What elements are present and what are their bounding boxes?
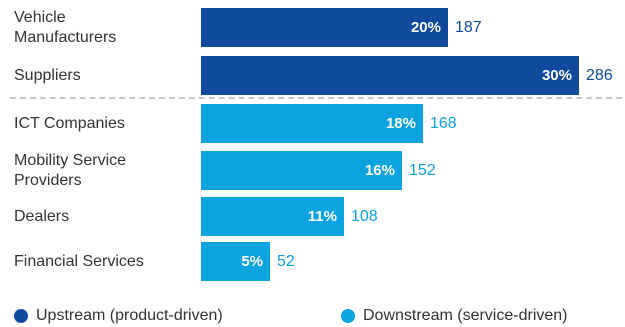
percent-label: 30%	[541, 67, 572, 84]
bar	[201, 151, 402, 190]
group-divider	[10, 97, 622, 99]
percent-label: 18%	[385, 115, 416, 132]
bar	[201, 104, 423, 143]
category-label: Dealers	[14, 207, 70, 225]
bar	[201, 242, 270, 281]
category-label: Suppliers	[14, 66, 81, 84]
percent-label: 11%	[307, 208, 337, 225]
bar	[201, 56, 579, 95]
bar	[201, 8, 448, 47]
value-label: 168	[430, 115, 457, 132]
percent-label: 5%	[241, 253, 263, 270]
percent-label: 16%	[364, 162, 395, 179]
value-label: 187	[455, 19, 482, 36]
value-label: 152	[409, 162, 436, 179]
category-label: ICT Companies	[14, 114, 125, 132]
legend-item-upstream: Upstream (product-driven)	[14, 306, 223, 326]
category-label: Vehicle Manufacturers	[14, 8, 117, 46]
bar	[201, 197, 344, 236]
value-label: 286	[586, 67, 613, 84]
legend-label-downstream: Downstream (service-driven)	[363, 307, 568, 324]
legend-swatch-upstream	[14, 309, 28, 323]
percent-label: 20%	[410, 19, 441, 36]
category-label: Financial Services	[14, 252, 144, 270]
value-label: 52	[277, 253, 295, 270]
legend-item-downstream: Downstream (service-driven)	[341, 306, 568, 326]
legend-label-upstream: Upstream (product-driven)	[36, 307, 223, 324]
value-label: 108	[351, 208, 378, 225]
legend-swatch-downstream	[341, 309, 355, 323]
category-label: Mobility Service Providers	[14, 151, 127, 189]
